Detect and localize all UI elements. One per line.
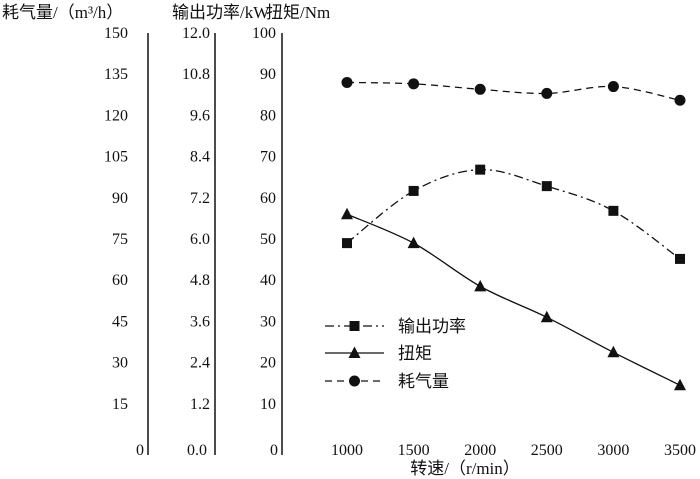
gas-tick-label: 60 [112, 272, 128, 289]
legend-marker [349, 375, 360, 387]
data-point-gas [408, 78, 420, 90]
series-line-torque [346, 213, 681, 386]
legend-marker [348, 346, 361, 358]
gas-tick-label: 105 [104, 149, 128, 166]
legend-marker [349, 321, 360, 331]
x-axis-title: 转速/（r/min） [410, 459, 520, 478]
x-tick-label: 3000 [597, 442, 629, 459]
data-point-gas [541, 87, 553, 99]
series-torque [341, 207, 686, 391]
x-tick-label: 2000 [464, 442, 496, 459]
data-point-power [675, 253, 685, 264]
data-point-power [608, 205, 619, 216]
torque-tick-label: 30 [260, 313, 276, 330]
torque-tick-label: 50 [260, 231, 276, 248]
torque-tick-label: 40 [260, 272, 276, 289]
data-point-power [475, 164, 486, 175]
torque-tick-label: 10 [260, 396, 276, 413]
x-tick-label: 1500 [398, 442, 430, 459]
legend-label: 耗气量 [398, 372, 449, 391]
x-tick-label: 1000 [331, 442, 363, 459]
torque-tick-label: 90 [260, 66, 276, 83]
torque-tick-label: 0 [270, 442, 278, 459]
torque-tick-label: 100 [252, 25, 276, 42]
gas-tick-label: 15 [112, 396, 128, 413]
power-tick-label: 0.0 [187, 442, 207, 459]
x-tick-label: 3500 [664, 442, 696, 459]
series-gas [341, 76, 686, 106]
gas-tick-label: 0 [136, 442, 144, 459]
legend-label: 输出功率 [398, 317, 466, 336]
power-tick-label: 8.4 [190, 149, 210, 166]
data-point-power [342, 238, 352, 249]
power-tick-label: 7.2 [190, 190, 210, 207]
gas-tick-label: 150 [104, 25, 128, 42]
series-power [342, 164, 685, 264]
gas-tick-label: 120 [104, 107, 128, 124]
power-tick-label: 3.6 [190, 313, 210, 330]
gas-tick-label: 90 [112, 190, 128, 207]
power-tick-label: 1.2 [190, 396, 210, 413]
torque-axis-label: 扭矩/Nm [266, 3, 330, 22]
power-tick-label: 6.0 [190, 231, 210, 248]
gas-axis-label: 耗气量/（m³/h） [2, 3, 123, 22]
gas-tick-label: 45 [112, 313, 128, 330]
legend-item: 输出功率 [325, 317, 466, 336]
power-tick-label: 12.0 [182, 25, 210, 42]
data-point-torque [407, 236, 420, 249]
torque-tick-label: 70 [260, 149, 276, 166]
data-point-torque [341, 207, 353, 220]
power-axis-label: 输出功率/kW [172, 3, 270, 22]
data-point-gas [674, 94, 686, 106]
torque-tick-label: 20 [260, 355, 276, 372]
data-point-power [408, 185, 419, 196]
series-line-power [346, 168, 681, 260]
data-point-torque [674, 378, 686, 391]
data-point-torque [607, 345, 620, 358]
data-point-gas [341, 76, 353, 88]
x-tick-label: 2500 [531, 442, 563, 459]
power-tick-label: 2.4 [190, 355, 210, 372]
data-point-gas [474, 83, 486, 95]
data-point-torque [474, 279, 487, 292]
legend-item: 耗气量 [325, 372, 449, 391]
torque-tick-label: 60 [260, 190, 276, 207]
data-point-power [541, 181, 552, 192]
power-tick-label: 4.8 [190, 272, 210, 289]
legend-item: 扭矩 [325, 344, 432, 363]
gas-tick-label: 75 [112, 231, 128, 248]
legend-label: 扭矩 [398, 344, 432, 363]
series-line-gas [346, 81, 681, 101]
gas-tick-label: 30 [112, 355, 128, 372]
torque-tick-label: 80 [260, 107, 276, 124]
data-point-gas [607, 81, 619, 93]
gas-tick-label: 135 [104, 66, 128, 83]
power-tick-label: 9.6 [190, 107, 210, 124]
data-point-torque [540, 310, 553, 323]
power-tick-label: 10.8 [182, 66, 210, 83]
